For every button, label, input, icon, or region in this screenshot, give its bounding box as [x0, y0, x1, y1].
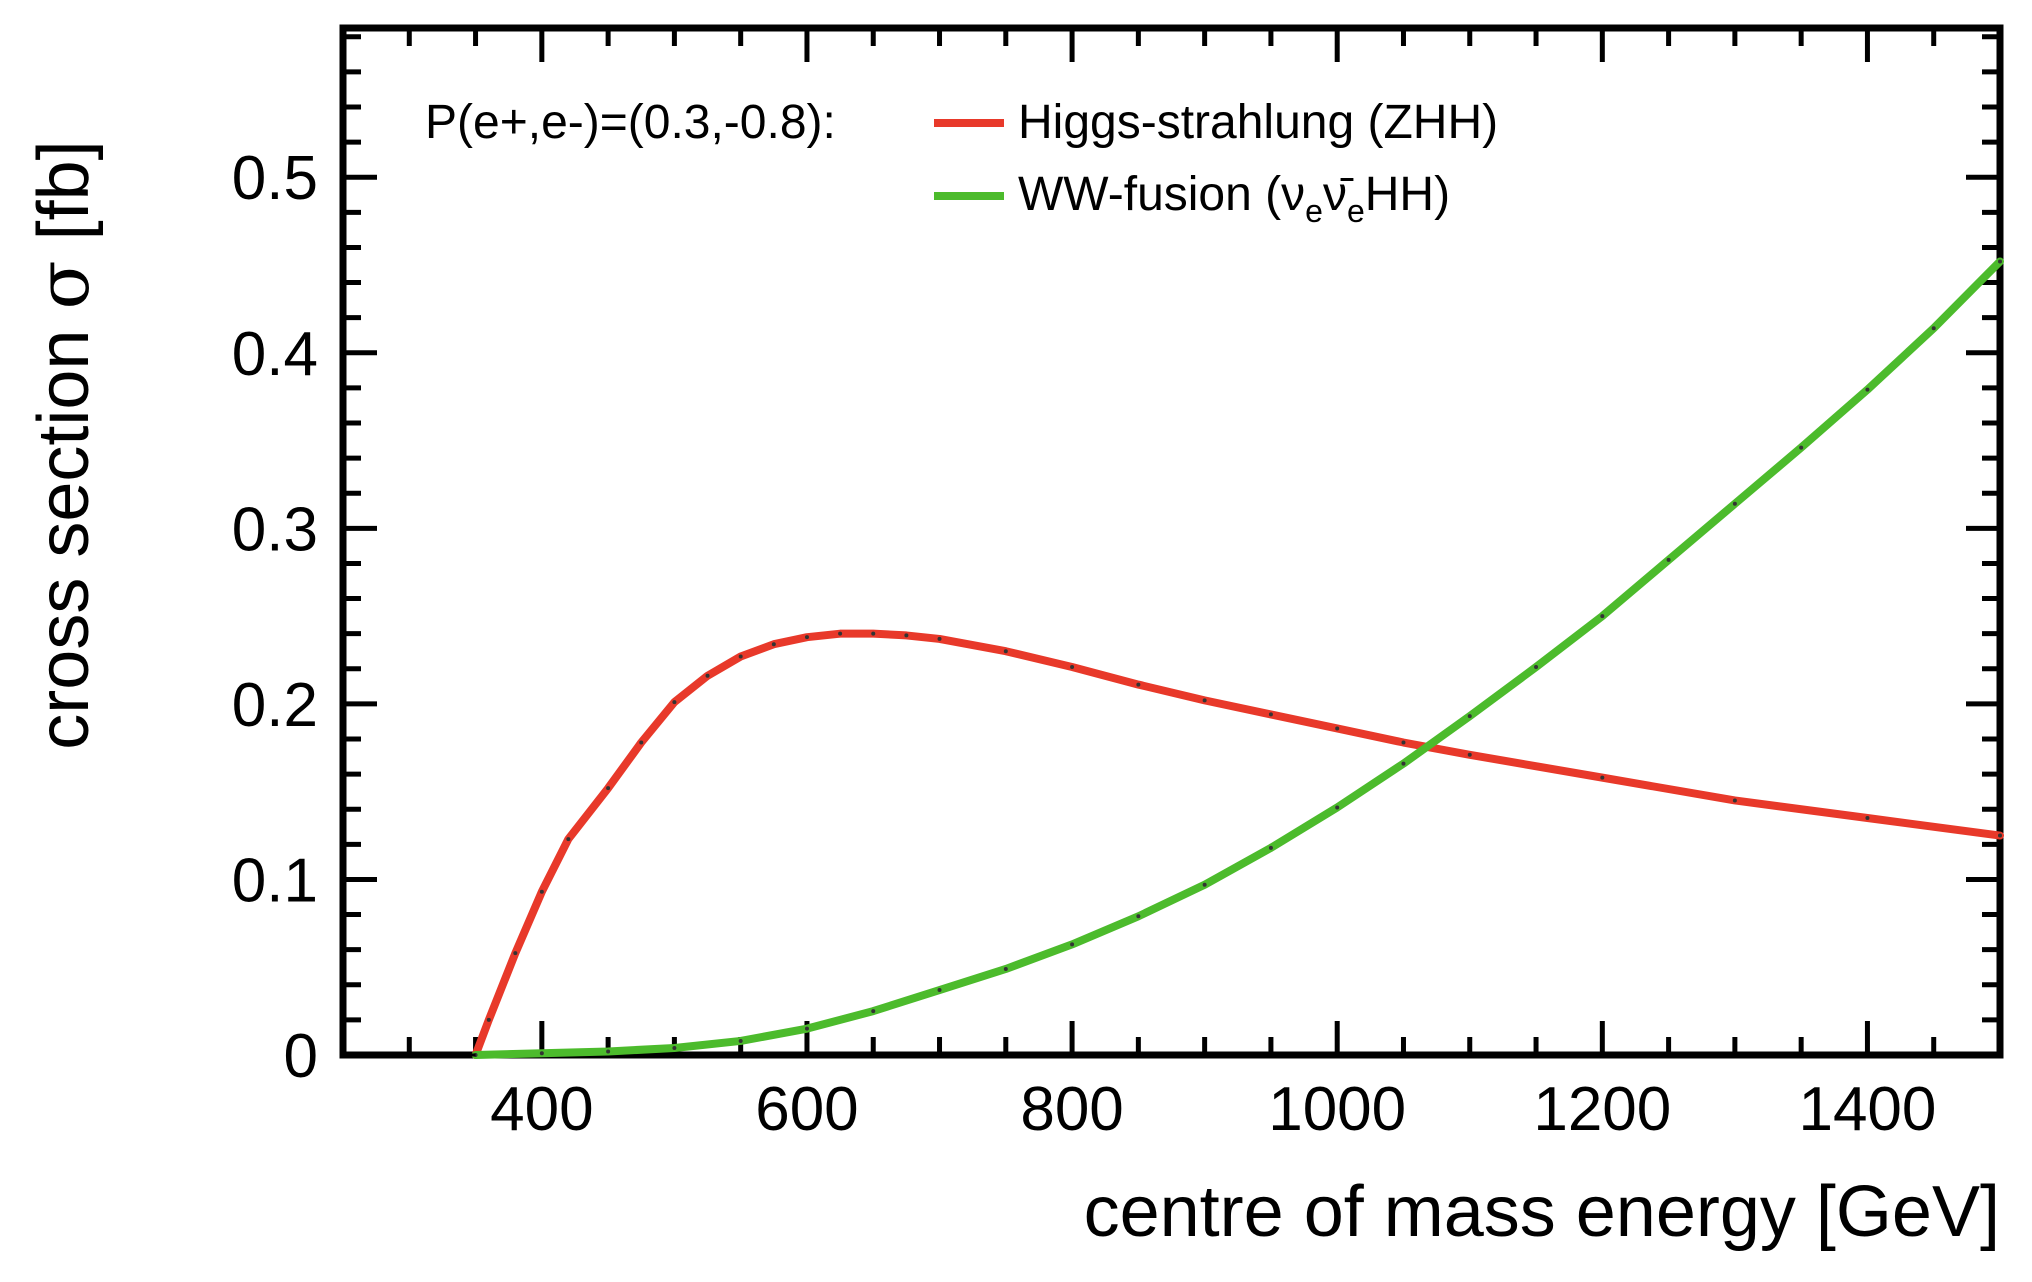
x-tick-label: 1400	[1798, 1075, 1936, 1144]
ww-fusion-prefix: WW-fusion (	[1018, 168, 1281, 221]
data-point	[1202, 882, 1207, 887]
legend-header: P(e+,e-)=(0.3,-0.8):	[425, 96, 836, 149]
data-point	[1003, 649, 1008, 654]
x-tick-label: 800	[1020, 1075, 1123, 1144]
data-point	[513, 951, 518, 956]
x-tick-label: 600	[755, 1075, 858, 1144]
data-point	[705, 673, 710, 678]
data-point	[1467, 714, 1472, 719]
data-point	[1600, 775, 1605, 780]
data-point	[904, 633, 909, 638]
data-point	[566, 837, 571, 842]
y-tick-label: 0.2	[232, 671, 318, 740]
data-point	[606, 786, 611, 791]
data-point	[1931, 326, 1936, 331]
data-point	[738, 1038, 743, 1043]
data-point	[1268, 712, 1273, 717]
legend-label-higgs-strahlung: Higgs-strahlung (ZHH)	[1018, 96, 1498, 149]
series-line-ww-fusion	[471, 257, 2004, 1059]
data-point	[1401, 740, 1406, 745]
data-point	[672, 700, 677, 705]
data-point	[1003, 966, 1008, 971]
data-point	[871, 1009, 876, 1014]
data-point	[672, 1045, 677, 1050]
y-axis-title-unit: [fb]	[24, 140, 104, 260]
data-point	[1732, 501, 1737, 506]
y-tick-label: 0.1	[232, 846, 318, 915]
data-point	[639, 740, 644, 745]
x-axis-ticks	[406, 28, 2003, 1055]
data-point	[606, 1049, 611, 1054]
data-point	[1467, 752, 1472, 757]
data-point	[1865, 387, 1870, 392]
series-line-higgs-strahlung	[471, 629, 2004, 1059]
y-tick-label: 0.4	[232, 320, 318, 389]
data-point	[1335, 726, 1340, 731]
y-tick-label: 0.3	[232, 495, 318, 564]
x-axis-tick-labels: 400 600 800 1000 1200 1400	[490, 1075, 1936, 1144]
data-point	[1401, 761, 1406, 766]
subscript-e-2: e	[1347, 193, 1365, 229]
data-point	[1799, 445, 1804, 450]
y-axis-title-text: cross section	[24, 310, 104, 750]
data-point	[1600, 614, 1605, 619]
data-point	[937, 636, 942, 641]
x-tick-label: 1200	[1533, 1075, 1671, 1144]
data-point	[738, 654, 743, 659]
data-point	[804, 1026, 809, 1031]
series-layer	[358, 257, 2004, 1059]
data-point	[1865, 816, 1870, 820]
data-point	[1202, 698, 1207, 703]
data-point	[804, 635, 809, 640]
x-tick-label: 400	[490, 1075, 593, 1144]
data-point	[1335, 805, 1340, 810]
data-point	[771, 642, 776, 647]
data-point	[1998, 259, 2002, 264]
sigma-symbol: σ	[21, 260, 105, 309]
nu-symbol: ν	[1281, 168, 1305, 221]
ww-fusion-suffix: HH)	[1365, 168, 1450, 221]
x-tick-label: 1000	[1268, 1075, 1406, 1144]
data-point	[1136, 682, 1141, 687]
data-point	[1070, 665, 1075, 670]
data-point	[1534, 665, 1539, 670]
plot-frame	[339, 24, 2004, 1059]
x-axis-title: centre of mass energy [GeV]	[1084, 1172, 2000, 1252]
data-point	[1732, 798, 1737, 803]
data-point	[486, 1017, 491, 1022]
y-axis-title: cross section σ [fb]	[21, 140, 105, 749]
y-tick-label: 0.5	[232, 144, 318, 213]
data-point	[539, 889, 544, 894]
data-point	[1666, 557, 1671, 562]
data-point	[539, 1051, 544, 1056]
y-axis-tick-labels: 0 0.1 0.2 0.3 0.4 0.5	[232, 144, 318, 1091]
legend: P(e+,e-)=(0.3,-0.8): Higgs-strahlung (ZH…	[425, 96, 1498, 229]
data-point	[1268, 845, 1273, 850]
data-point	[937, 988, 942, 993]
data-point	[1136, 914, 1141, 919]
y-tick-label: 0	[284, 1022, 318, 1091]
legend-label-ww-fusion: WW-fusion (νeν̄eHH)	[1018, 168, 1450, 229]
y-axis-ticks	[343, 34, 2000, 1023]
data-point	[838, 631, 843, 636]
data-point	[871, 631, 876, 636]
data-point	[1998, 833, 2002, 838]
subscript-e-1: e	[1305, 193, 1323, 229]
data-point	[1070, 942, 1075, 947]
